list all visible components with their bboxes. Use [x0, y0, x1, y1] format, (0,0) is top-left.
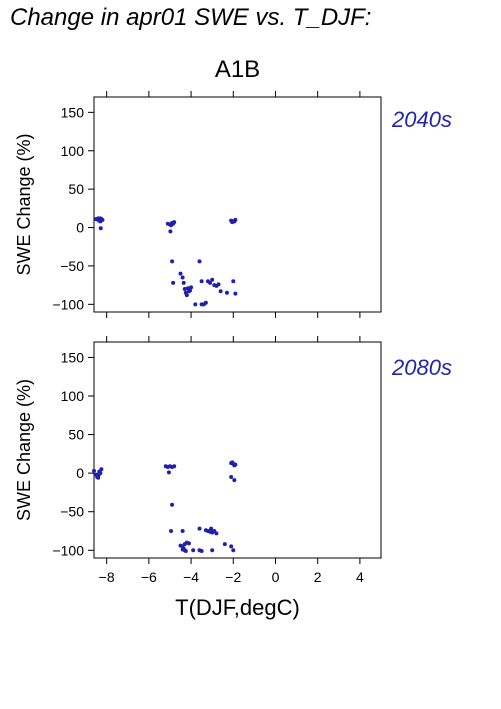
panel-1-point — [224, 290, 229, 295]
panel-2-point — [180, 529, 185, 533]
panel-2-point — [199, 549, 204, 554]
panel-label-2040s: 2040s — [392, 107, 452, 132]
panel-2-xtick-label: −4 — [183, 569, 199, 585]
panel-1-point — [171, 221, 176, 226]
panel-2-point — [230, 460, 235, 465]
panel-1-ytick-label: 150 — [61, 104, 85, 120]
panel-1-point — [193, 302, 198, 307]
panel-1-point — [233, 291, 238, 296]
panel-2-ytick-label: 150 — [61, 349, 85, 365]
panel-2-ytick-label: −50 — [60, 504, 84, 520]
panel-1-point — [199, 279, 204, 284]
panel-2-xtick-label: 2 — [314, 569, 322, 585]
figure-title: Change in apr01 SWE vs. T_DJF: — [10, 4, 372, 31]
panel-2-point — [170, 502, 175, 507]
panel-1-point — [184, 293, 189, 298]
panel-1-point — [188, 288, 193, 293]
panel-2-xtick-label: −8 — [99, 569, 115, 585]
panel-2-xlabel: T(DJF,degC) — [175, 595, 300, 620]
panel-1-point — [197, 259, 202, 264]
panel-2-frame — [93, 341, 382, 559]
panel-1-ytick-label: −100 — [52, 296, 84, 312]
panel-1-ytick-label: 50 — [68, 181, 84, 197]
panel-2-point — [169, 529, 174, 533]
panel-1-point — [178, 271, 183, 276]
panel-2-ytick-label: 100 — [61, 388, 85, 404]
panel-2-point — [232, 463, 237, 468]
panel-2-point — [232, 478, 237, 483]
panel-2-point — [180, 547, 185, 552]
panel-1-point — [189, 285, 194, 290]
panel-1-point — [98, 226, 103, 231]
panel-1-point — [168, 229, 173, 234]
panel-2-point — [214, 531, 219, 536]
panel-1-point — [203, 300, 208, 305]
panel-1-frame — [93, 96, 382, 313]
panel-2-point — [209, 526, 214, 531]
panel-2-point — [97, 469, 102, 474]
panel-2-point — [210, 548, 215, 553]
scenario-title: A1B — [214, 56, 261, 83]
panel-2-xtick-label: −2 — [225, 569, 241, 585]
panel-1-point — [208, 280, 213, 285]
panel-1-point — [171, 280, 176, 285]
panel-2-ylabel: SWE Change (%) — [14, 379, 34, 521]
panel-1-ytick-label: −50 — [60, 258, 84, 274]
panel-2-point — [172, 464, 177, 469]
panel-2-point — [197, 526, 202, 531]
panel-1-ytick-label: 100 — [61, 143, 85, 159]
panel-1-point — [218, 289, 223, 294]
panel-2-point — [191, 548, 196, 553]
panel-1-point — [180, 275, 185, 280]
panel-2-point — [231, 548, 236, 553]
panel-2-xtick-label: −6 — [141, 569, 157, 585]
panel-2-xtick-label: 0 — [272, 569, 280, 585]
panel-2-point — [186, 541, 191, 546]
panel-2-point — [96, 475, 101, 480]
panel-1-point — [96, 216, 101, 221]
panel-2-ytick-label: −100 — [52, 542, 84, 558]
panel-2-point — [229, 544, 234, 549]
panel-1-point — [98, 219, 103, 224]
panel-1-ylabel: SWE Change (%) — [14, 133, 34, 275]
panel-1-point — [210, 277, 215, 282]
panel-2-point — [166, 470, 171, 475]
panel-2-point — [222, 542, 227, 547]
panel-2-point — [229, 475, 234, 479]
panel-2-point — [183, 549, 188, 554]
panel-1-point — [216, 282, 221, 287]
panel-1-point — [170, 259, 175, 264]
panel-label-2080s: 2080s — [392, 355, 452, 380]
panel-1-point — [231, 279, 236, 284]
panel-2-point — [92, 468, 96, 473]
panel-1-point — [181, 280, 186, 285]
panel-2-xtick-label: 4 — [356, 569, 364, 585]
panel-1-point — [182, 286, 187, 291]
panel-2-ytick-label: 50 — [68, 427, 84, 443]
panel-1-point — [232, 219, 237, 224]
panel-2-ytick-label: 0 — [76, 465, 84, 481]
panel-1-ytick-label: 0 — [76, 220, 84, 236]
